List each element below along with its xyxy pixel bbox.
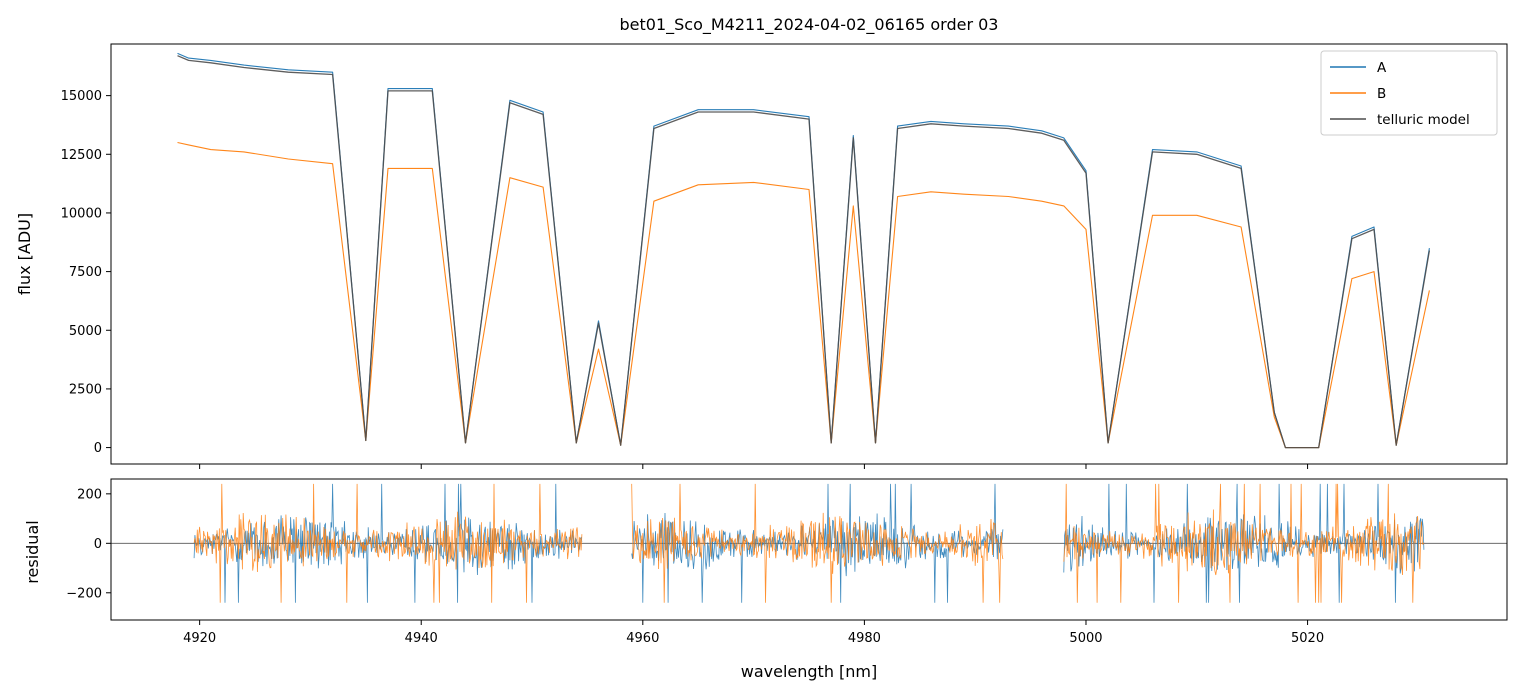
residual-series-group [111, 483, 1507, 603]
flux-y-ticks: 0 2500 5000 7500 10000 12500 15000 [61, 89, 111, 456]
residual-x-tick-label: 5000 [1069, 631, 1102, 646]
x-axis-label: wavelength [nm] [741, 662, 878, 681]
flux-y-tick-label: 15000 [61, 89, 102, 104]
flux-series-line-b [177, 141, 1430, 449]
residual-y-tick-label: −200 [66, 586, 102, 601]
flux-y-tick-label: 12500 [61, 148, 102, 163]
flux-x-ticks [199, 464, 1309, 469]
flux-series-line-telluric [177, 55, 1431, 449]
flux-panel-frame [110, 43, 1508, 465]
residual-series-line-b [631, 483, 1004, 603]
residual-y-tick-label: 200 [77, 487, 102, 502]
residual-x-tick-label: 4920 [183, 631, 216, 646]
residual-panel: −200 0 200 4920 4940 4960 4980 5000 5020 residu… [23, 478, 1508, 681]
flux-series-group [177, 52, 1431, 449]
residual-y-tick-label: 0 [94, 537, 102, 552]
residual-x-tick-label: 4940 [405, 631, 438, 646]
residual-y-ticks: −200 0 200 [66, 487, 111, 601]
residual-x-tick-label: 4980 [848, 631, 881, 646]
residual-series-line-b [193, 483, 583, 603]
residual-panel-frame [110, 478, 1508, 621]
legend-label-a: A [1377, 60, 1387, 76]
residual-series-line-a [631, 483, 1004, 603]
flux-y-axis-label: flux [ADU] [15, 213, 34, 295]
legend-frame [1320, 50, 1498, 136]
flux-y-tick-label: 7500 [69, 265, 102, 280]
legend: A B telluric model [1320, 50, 1498, 136]
residual-x-ticks: 4920 4940 4960 4980 5000 5020 [183, 620, 1324, 646]
chart-title: bet01_Sco_M4211_2024-04-02_06165 order 0… [620, 15, 999, 35]
residual-series-line-b [1063, 483, 1425, 603]
flux-y-tick-label: 10000 [61, 206, 102, 221]
legend-label-telluric: telluric model [1377, 112, 1470, 128]
residual-x-tick-label: 4960 [626, 631, 659, 646]
residual-x-tick-label: 5020 [1291, 631, 1324, 646]
flux-y-tick-label: 0 [94, 441, 102, 456]
flux-y-tick-label: 2500 [69, 382, 102, 397]
legend-label-b: B [1377, 86, 1386, 102]
flux-y-tick-label: 5000 [69, 324, 102, 339]
residual-y-axis-label: residual [23, 520, 42, 583]
